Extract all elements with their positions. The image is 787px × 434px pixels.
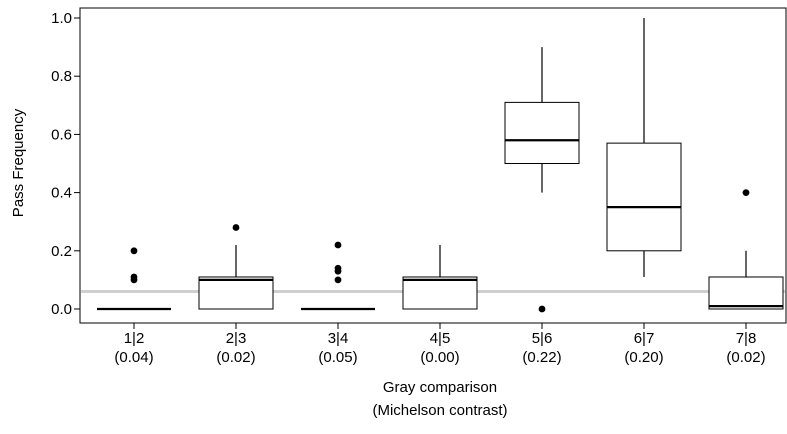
plot-border	[79, 7, 787, 324]
outlier-point	[232, 224, 240, 231]
x-tick-label: 7|8	[736, 330, 757, 347]
y-axis: 0.0 0.2 0.4 0.6 0.8 1.0	[51, 10, 80, 318]
y-tick-label: 1.0	[51, 10, 72, 27]
box-group	[402, 244, 478, 310]
outlier-point	[742, 189, 750, 197]
x-tick-sublabel: (0.04)	[114, 349, 153, 366]
y-tick-label: 0.6	[51, 126, 72, 143]
box-group	[606, 18, 682, 277]
y-tick-label: 0.0	[51, 301, 72, 318]
x-axis-title-line-1: Gray comparison	[383, 379, 497, 396]
y-tick-label: 0.2	[51, 243, 72, 260]
iqr-box	[198, 276, 274, 310]
outlier-point	[334, 264, 342, 272]
x-tick-sublabel: (0.20)	[624, 349, 663, 366]
outlier-point	[130, 247, 138, 255]
x-tick-label: 6|7	[634, 330, 655, 347]
outlier-point	[334, 276, 342, 284]
x-axis: 1|2 (0.04) 2|3 (0.02) 3|4 (0.05) 4|5 (0.00) 5|6 (…	[114, 323, 766, 366]
iqr-box	[606, 142, 682, 252]
box-group	[708, 189, 784, 310]
x-tick-sublabel: (0.02)	[726, 349, 765, 366]
iqr-box	[402, 276, 478, 310]
box-group	[301, 241, 375, 311]
box-group	[97, 247, 171, 311]
outlier-point	[334, 241, 342, 249]
x-tick-sublabel: (0.22)	[522, 349, 561, 366]
plot-area	[79, 7, 787, 324]
box-group	[504, 47, 580, 313]
outlier-point	[538, 305, 546, 313]
boxes-layer	[97, 18, 784, 313]
y-tick-label: 0.8	[51, 68, 72, 85]
x-axis-title-line-2: (Michelson contrast)	[372, 402, 507, 419]
x-tick-label: 3|4	[328, 330, 349, 347]
y-axis-title: Pass Frequency	[10, 108, 27, 217]
iqr-box	[504, 101, 580, 164]
box-group	[198, 224, 274, 310]
iqr-box	[708, 276, 784, 310]
x-tick-sublabel: (0.05)	[318, 349, 357, 366]
x-tick-sublabel: (0.02)	[216, 349, 255, 366]
x-tick-sublabel: (0.00)	[420, 349, 459, 366]
x-tick-label: 5|6	[532, 330, 553, 347]
x-tick-label: 4|5	[430, 330, 451, 347]
x-tick-label: 1|2	[124, 330, 145, 347]
y-tick-label: 0.4	[51, 185, 72, 202]
outlier-point	[130, 273, 138, 281]
x-tick-label: 2|3	[226, 330, 247, 347]
